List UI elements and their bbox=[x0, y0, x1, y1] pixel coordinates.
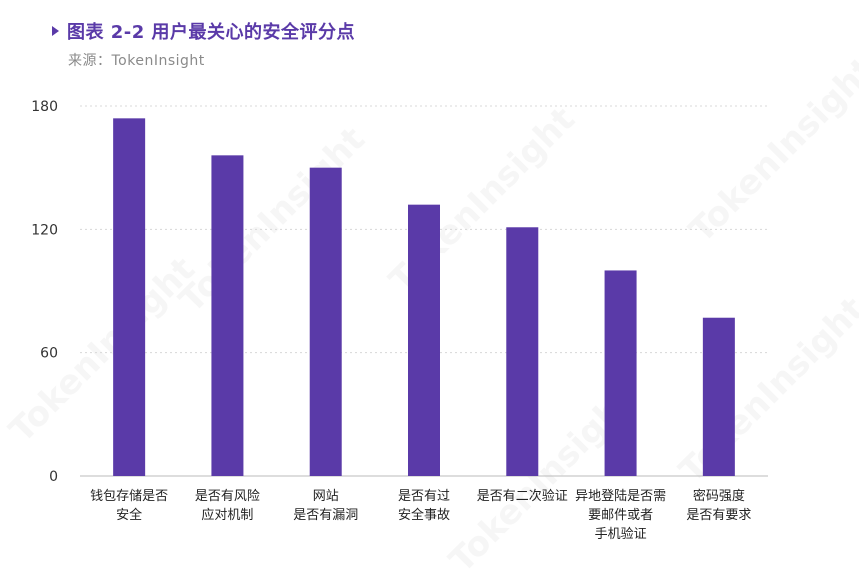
x-tick-label-6: 密码强度是否有要求 bbox=[686, 488, 751, 523]
x-tick-label-3: 是否有过安全事故 bbox=[398, 489, 450, 523]
chart-header: 图表 2-2 用户最关心的安全评分点 来源：TokenInsight bbox=[52, 18, 355, 70]
x-tick-label-line: 手机验证 bbox=[595, 526, 647, 542]
x-tick-label-1: 是否有风险应对机制 bbox=[195, 489, 260, 523]
bar-2 bbox=[309, 167, 342, 476]
x-tick-label-line: 网站 bbox=[313, 489, 339, 504]
x-tick-label-line: 是否有风险 bbox=[195, 489, 260, 504]
bar-4 bbox=[506, 227, 539, 476]
y-tick-label-0: 0 bbox=[49, 469, 58, 485]
x-tick-label-line: 安全 bbox=[116, 507, 142, 523]
triangle-bullet-icon bbox=[52, 26, 59, 36]
chart-title: 图表 2-2 用户最关心的安全评分点 bbox=[67, 22, 356, 43]
bar-chart: 060120180钱包存储是否安全是否有风险应对机制网站是否有漏洞是否有过安全事… bbox=[31, 99, 768, 542]
bar-3 bbox=[408, 204, 440, 476]
title-row: 图表 2-2 用户最关心的安全评分点 bbox=[52, 18, 355, 44]
x-tick-label-line: 异地登陆是否需 bbox=[575, 488, 666, 504]
x-tick-label-line: 应对机制 bbox=[201, 507, 253, 523]
x-tick-label-5: 异地登陆是否需要邮件或者手机验证 bbox=[575, 488, 666, 542]
x-tick-label-4: 是否有二次验证 bbox=[477, 488, 568, 504]
bar-5 bbox=[604, 270, 637, 476]
x-tick-label-line: 是否有要求 bbox=[686, 508, 751, 523]
y-tick-label-120: 120 bbox=[31, 222, 58, 238]
x-tick-label-2: 网站是否有漏洞 bbox=[293, 489, 358, 523]
x-tick-label-line: 安全事故 bbox=[398, 507, 450, 523]
x-tick-label-line: 钱包存储是否 bbox=[90, 489, 168, 504]
y-tick-label-180: 180 bbox=[31, 99, 58, 115]
x-tick-label-line: 是否有二次验证 bbox=[477, 488, 568, 504]
x-tick-label-line: 是否有漏洞 bbox=[293, 507, 358, 523]
chart-source: 来源：TokenInsight bbox=[68, 53, 205, 69]
x-tick-label-line: 是否有过 bbox=[398, 489, 450, 504]
x-tick-label-line: 密码强度 bbox=[693, 488, 745, 504]
x-tick-label-line: 要邮件或者 bbox=[588, 508, 653, 523]
bar-6 bbox=[702, 317, 735, 476]
bar-0 bbox=[113, 118, 146, 476]
x-tick-label-0: 钱包存储是否安全 bbox=[90, 489, 168, 523]
bar-1 bbox=[211, 155, 244, 477]
y-tick-label-60: 60 bbox=[40, 346, 58, 362]
